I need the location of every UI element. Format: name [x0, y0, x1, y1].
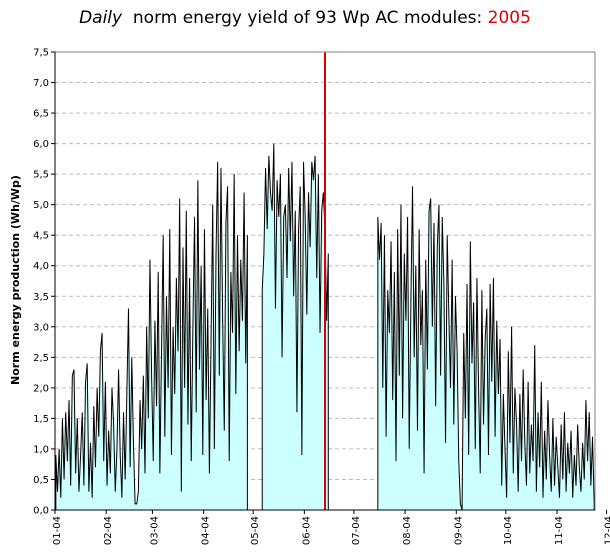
x-tick-label: 06-04	[301, 516, 312, 545]
x-tick-label: 07-04	[351, 516, 362, 545]
y-tick-label: 1,0	[33, 444, 49, 455]
x-tick-label: 03-04	[149, 516, 160, 545]
x-tick-label: 12-04	[604, 516, 610, 545]
y-tick-label: 0,5	[33, 475, 49, 486]
y-tick-label: 2,5	[33, 353, 49, 364]
area-fill	[377, 186, 595, 510]
x-tick-label: 11-04	[554, 516, 565, 545]
y-tick-label: 7,0	[33, 78, 49, 89]
x-tick-label: 09-04	[453, 516, 464, 545]
area-fill	[55, 161, 248, 511]
series-line	[377, 186, 595, 511]
x-tick-labels: 01-04 02-04 03-04 04-04 05-04 06-04 07-04 08-04…	[52, 510, 610, 545]
y-tick-label: 7,5	[33, 48, 49, 59]
x-tick-label: 01-04	[52, 516, 63, 545]
y-tick-label: 5,5	[33, 170, 49, 181]
y-tick-label: 6,5	[33, 109, 49, 120]
y-tick-label: 3,5	[33, 292, 49, 303]
series-line	[261, 143, 329, 510]
chart-title: Daily norm energy yield of 93 Wp AC modu…	[0, 8, 610, 28]
x-tick-label: 04-04	[201, 516, 212, 545]
y-tick-label: 6,0	[33, 139, 49, 150]
area-fill	[262, 143, 329, 510]
y-tick-label: 5,0	[33, 200, 49, 211]
chart-title-year: 2005	[487, 8, 531, 28]
chart-title-italic: Daily	[79, 8, 123, 28]
x-tick-label: 05-04	[250, 516, 261, 545]
series-line	[55, 161, 248, 510]
x-tick-label: 08-04	[402, 516, 413, 545]
x-tick-label: 02-04	[103, 516, 114, 545]
x-tick-label: 10-04	[503, 516, 514, 545]
y-tick-label: 0,0	[33, 506, 49, 517]
y-tick-labels: 0,0 0,5 1,0 1,5 2,0 2,5 3,0 3,5 4,0 4,5 5,0 5,5 6,0 6…	[33, 48, 55, 517]
y-axis-label: Norm energy production (Wh/Wp)	[9, 175, 22, 385]
data-area	[55, 52, 595, 511]
y-tick-label: 2,0	[33, 383, 49, 394]
y-tick-label: 3,0	[33, 322, 49, 333]
y-tick-label: 4,5	[33, 231, 49, 242]
y-tick-label: 4,0	[33, 261, 49, 272]
y-tick-label: 1,5	[33, 414, 49, 425]
axes	[54, 51, 596, 511]
chart-title-main: norm energy yield of 93 Wp AC modules:	[132, 8, 483, 28]
